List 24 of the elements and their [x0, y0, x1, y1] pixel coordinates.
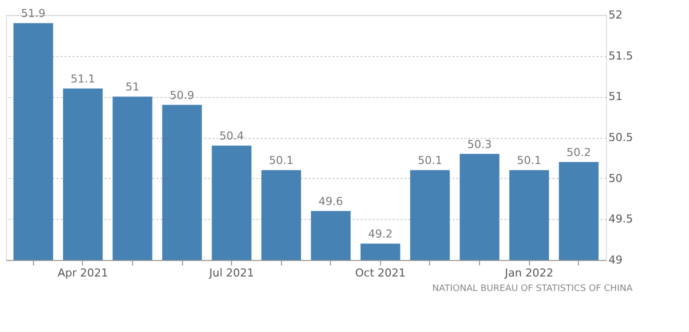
y-tick-label: 49 [608, 254, 622, 266]
data-label: 49.6 [318, 195, 344, 208]
data-label: 49.2 [368, 228, 393, 241]
y-tick-label: 52 [608, 8, 622, 22]
y-tick-label: 50 [608, 172, 622, 185]
data-label: 50.2 [566, 146, 591, 159]
data-label: 50.4 [219, 130, 244, 143]
x-tick-label: Oct 2021 [355, 266, 406, 280]
text: NATIONAL BUREAU OF STATISTICS OF CHINA [432, 284, 634, 294]
x-tick-label: Apr 2021 [58, 266, 108, 280]
y-tick-label: 50.5 [608, 131, 633, 144]
data-label: 50.1 [418, 154, 442, 168]
data-label: 51.1 [70, 72, 96, 86]
data-label: 50.3 [467, 138, 492, 151]
data-label: 50.9 [170, 88, 194, 102]
y-tick-label: 51.5 [608, 49, 633, 62]
data-label: 50.1 [268, 154, 294, 168]
data-label: 51 [125, 80, 140, 94]
y-tick-label: 51 [608, 90, 622, 104]
y-tick-label: 49.5 [608, 212, 633, 226]
x-tick-label: Jan 2022 [504, 266, 554, 280]
data-label: 50.1 [516, 154, 542, 168]
x-tick-label: Jul 2021 [208, 266, 254, 280]
data-label: 51.9 [21, 7, 46, 20]
